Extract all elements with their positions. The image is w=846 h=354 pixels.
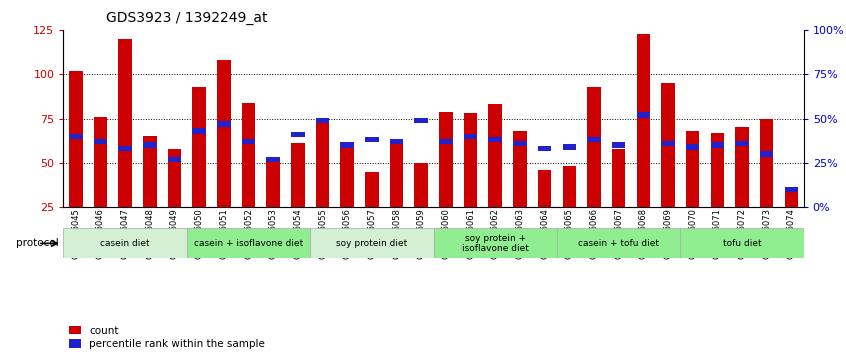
Bar: [760, 119, 773, 207]
Bar: [439, 112, 453, 207]
Bar: [217, 121, 231, 127]
Text: soy protein diet: soy protein diet: [336, 239, 408, 248]
Bar: [365, 137, 379, 142]
Bar: [118, 146, 132, 152]
Bar: [538, 170, 552, 207]
Bar: [760, 152, 773, 156]
Bar: [187, 228, 310, 258]
Bar: [612, 149, 625, 207]
Bar: [557, 228, 680, 258]
Bar: [464, 113, 477, 207]
Text: protocol: protocol: [15, 238, 58, 249]
Bar: [192, 128, 206, 133]
Bar: [365, 172, 379, 207]
Bar: [415, 163, 428, 207]
Bar: [168, 149, 181, 207]
Text: casein + tofu diet: casein + tofu diet: [578, 239, 659, 248]
Bar: [514, 141, 527, 146]
Bar: [192, 87, 206, 207]
Bar: [143, 136, 157, 207]
Bar: [316, 122, 329, 207]
Bar: [514, 131, 527, 207]
Bar: [636, 113, 650, 118]
Bar: [563, 166, 576, 207]
Bar: [636, 34, 650, 207]
Bar: [266, 156, 280, 162]
Bar: [784, 189, 798, 207]
Bar: [587, 137, 601, 142]
Bar: [390, 139, 404, 144]
Bar: [735, 127, 749, 207]
Text: GDS3923 / 1392249_at: GDS3923 / 1392249_at: [106, 11, 267, 25]
Bar: [217, 60, 231, 207]
Bar: [686, 131, 700, 207]
Bar: [612, 142, 625, 148]
Bar: [143, 142, 157, 148]
Bar: [69, 133, 83, 139]
Bar: [415, 118, 428, 123]
Bar: [94, 139, 107, 144]
Bar: [711, 133, 724, 207]
Bar: [266, 158, 280, 207]
Text: casein diet: casein diet: [101, 239, 150, 248]
Bar: [686, 144, 700, 149]
Bar: [538, 146, 552, 152]
Bar: [587, 87, 601, 207]
Bar: [433, 228, 557, 258]
Bar: [69, 71, 83, 207]
Bar: [390, 140, 404, 207]
Bar: [439, 139, 453, 144]
Bar: [735, 141, 749, 146]
Bar: [340, 145, 354, 207]
Bar: [340, 142, 354, 148]
Bar: [488, 137, 502, 142]
Bar: [711, 142, 724, 148]
Bar: [662, 141, 675, 146]
Bar: [94, 117, 107, 207]
Bar: [316, 118, 329, 123]
Bar: [291, 132, 305, 137]
Bar: [680, 228, 804, 258]
Bar: [310, 228, 433, 258]
Bar: [291, 143, 305, 207]
Bar: [118, 39, 132, 207]
Text: casein + isoflavone diet: casein + isoflavone diet: [194, 239, 303, 248]
Bar: [63, 228, 187, 258]
Bar: [563, 144, 576, 149]
Bar: [242, 103, 255, 207]
Bar: [242, 139, 255, 144]
Bar: [464, 133, 477, 139]
Bar: [168, 156, 181, 162]
Bar: [488, 104, 502, 207]
Text: tofu diet: tofu diet: [722, 239, 761, 248]
Text: soy protein +
isoflavone diet: soy protein + isoflavone diet: [462, 234, 529, 253]
Bar: [662, 83, 675, 207]
Bar: [784, 187, 798, 192]
Legend: count, percentile rank within the sample: count, percentile rank within the sample: [69, 326, 266, 349]
